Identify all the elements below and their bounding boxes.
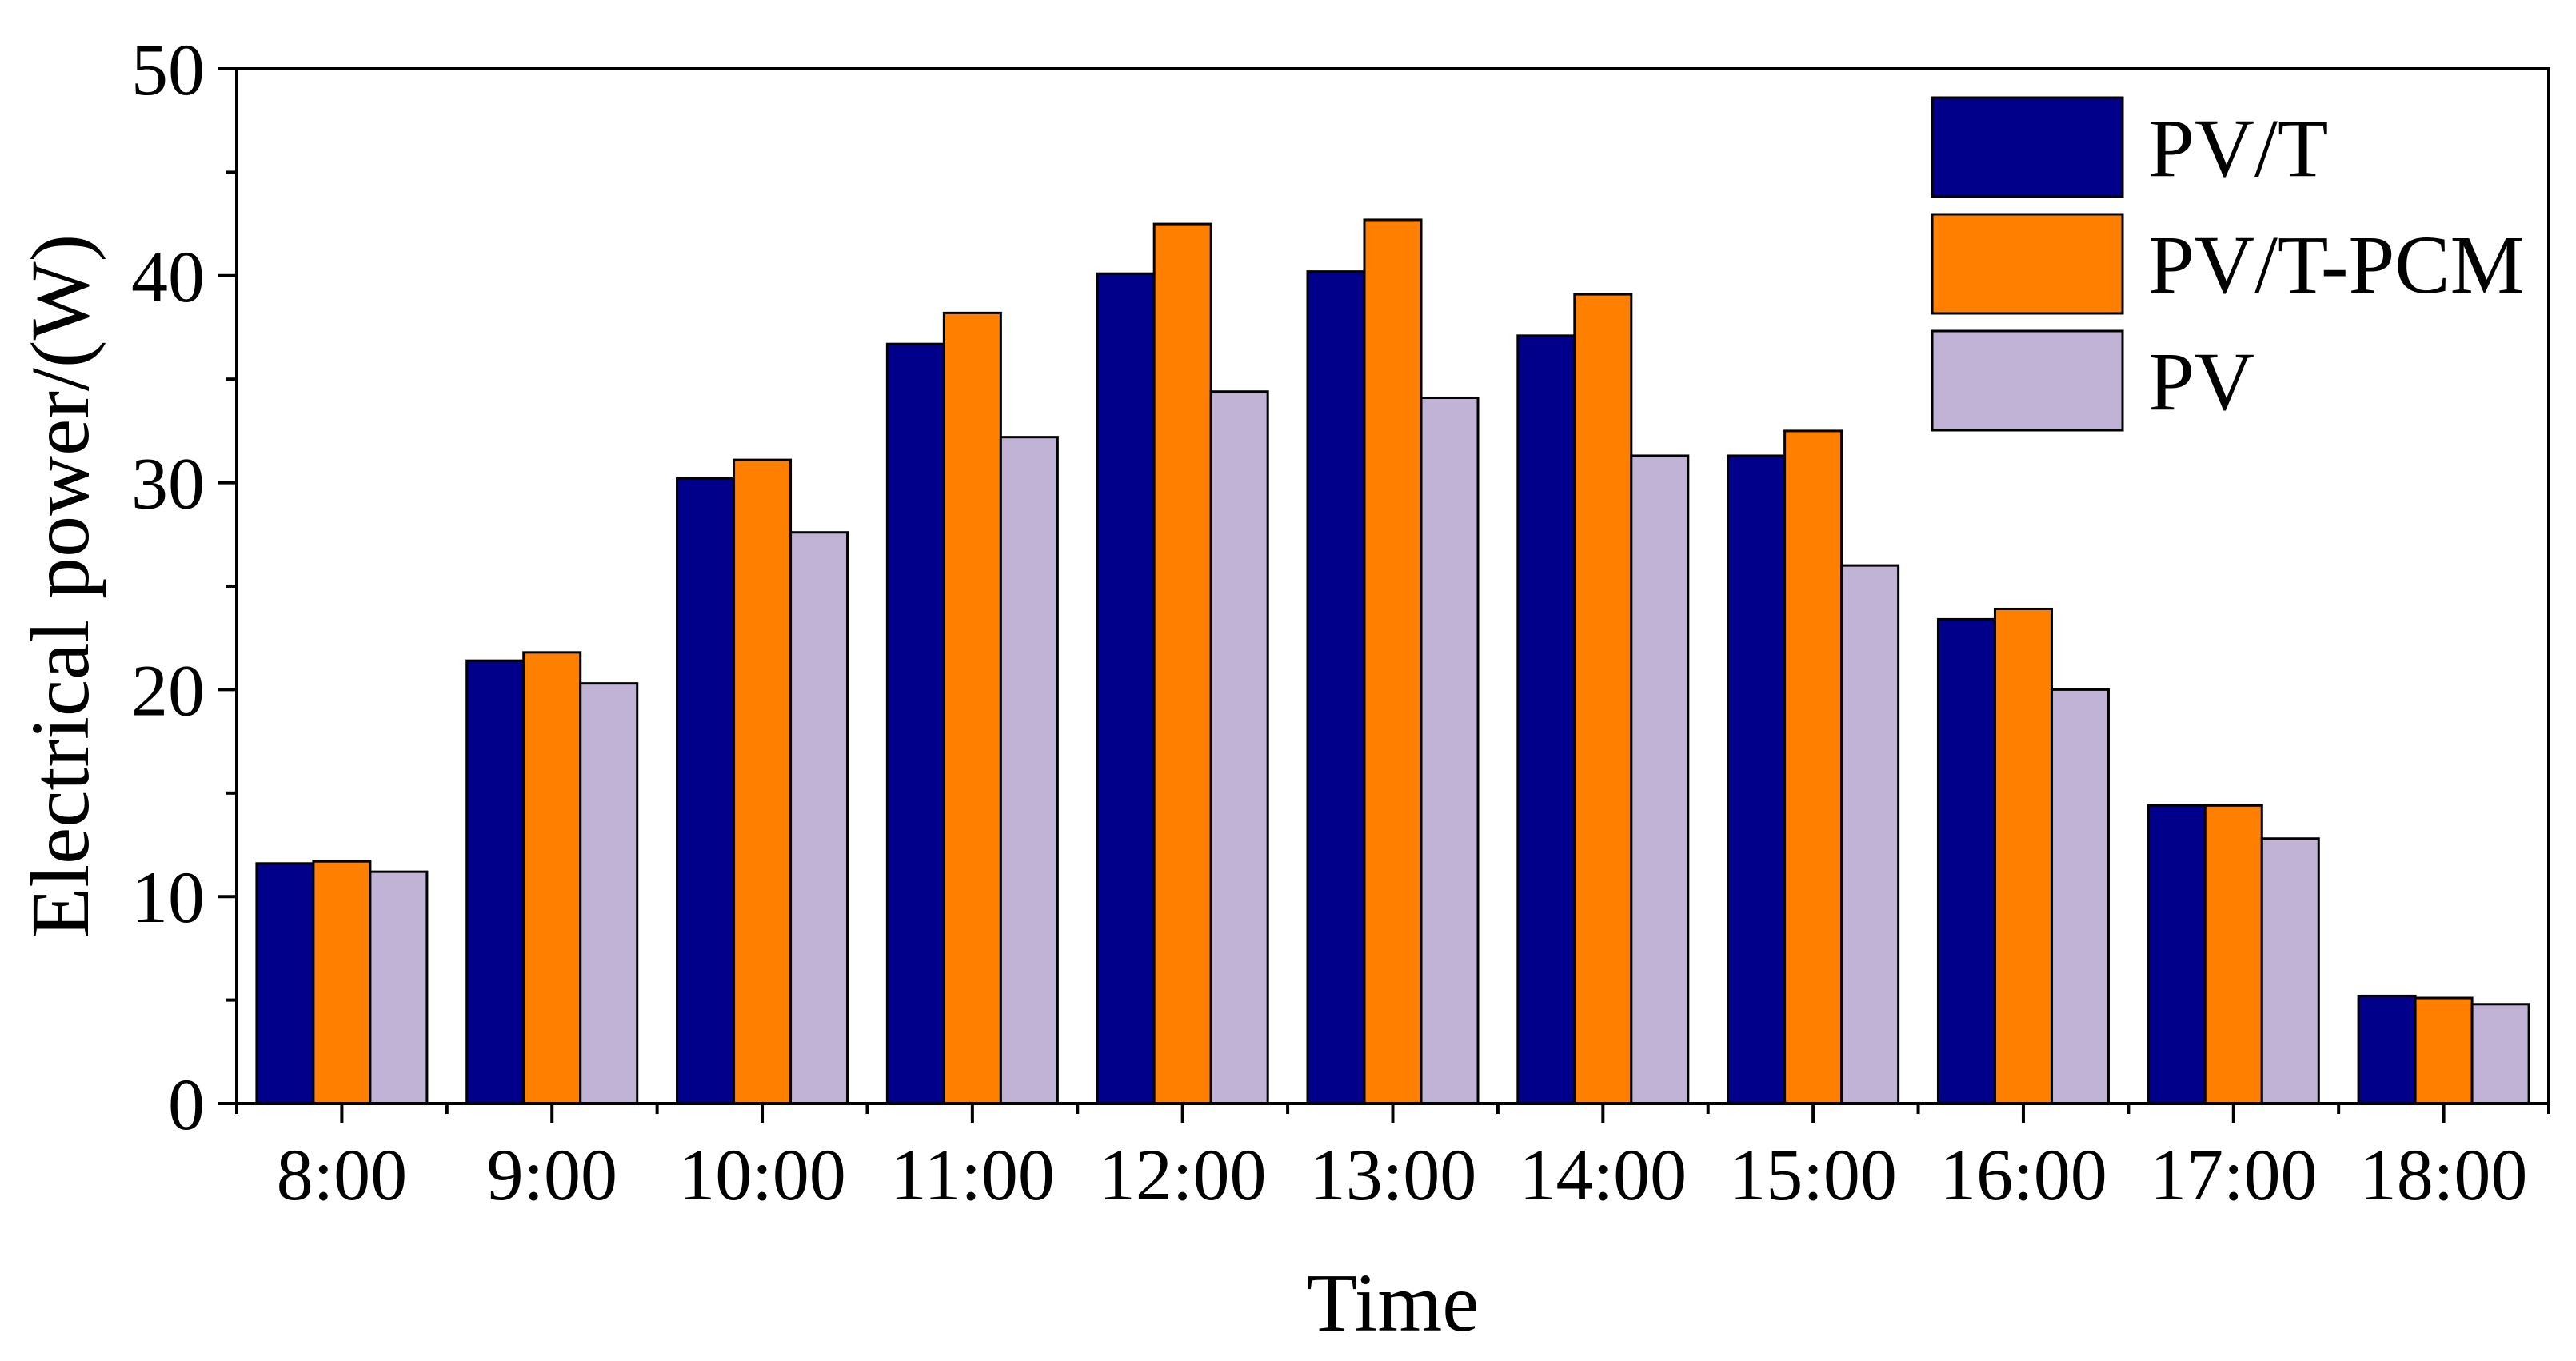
x-tick-label: 14:00 xyxy=(1520,1134,1687,1215)
bar-pv-t-pcm-1800 xyxy=(2414,996,2474,1105)
bar-pv-900 xyxy=(579,682,639,1105)
y-tick-label: 50 xyxy=(131,29,205,110)
bar-pv-t-1600 xyxy=(1936,617,1996,1105)
x-tick-label: 9:00 xyxy=(486,1134,617,1215)
y-tick-label: 30 xyxy=(131,443,205,525)
bar-pv-t-1200 xyxy=(1096,272,1156,1105)
bar-pv-t-1300 xyxy=(1306,270,1366,1105)
legend-swatch-pv xyxy=(1931,329,2124,432)
bar-pv-1100 xyxy=(999,436,1059,1105)
bar-pv-1500 xyxy=(1840,564,1900,1105)
bar-pv-t-1700 xyxy=(2147,804,2207,1105)
y-axis-title: Electrical power/(W) xyxy=(14,234,106,939)
bar-pv-t-pcm-1500 xyxy=(1783,429,1843,1105)
x-tick-label: 17:00 xyxy=(2150,1134,2318,1215)
bar-pv-800 xyxy=(369,870,429,1105)
x-axis-title: Time xyxy=(1307,1257,1480,1349)
x-tick-label: 8:00 xyxy=(277,1134,408,1215)
bar-pv-t-pcm-1000 xyxy=(733,458,793,1105)
legend: PV/T PV/T-PCM PV xyxy=(1931,96,2524,432)
bar-pv-1000 xyxy=(789,531,849,1105)
legend-label: PV xyxy=(2148,336,2254,428)
bars-layer xyxy=(255,218,2530,1105)
bar-pv-1700 xyxy=(2260,837,2320,1105)
legend-swatch-pv-t xyxy=(1931,96,2124,198)
legend-label: PV/T-PCM xyxy=(2148,219,2524,311)
bar-pv-t-1100 xyxy=(885,342,945,1105)
x-tick-label: 18:00 xyxy=(2360,1134,2528,1215)
bar-pv-t-800 xyxy=(255,862,315,1105)
bar-pv-t-1500 xyxy=(1727,454,1787,1105)
bar-pv-t-1000 xyxy=(676,477,736,1105)
y-tick-label: 20 xyxy=(131,649,205,731)
bar-pv-1300 xyxy=(1420,396,1480,1105)
bar-pv-t-pcm-800 xyxy=(312,860,372,1105)
bar-pv-t-pcm-1300 xyxy=(1363,218,1423,1105)
bar-pv-t-pcm-1200 xyxy=(1152,222,1212,1105)
x-tick-label: 13:00 xyxy=(1309,1134,1477,1215)
y-tick-label: 10 xyxy=(131,856,205,938)
bar-pv-1400 xyxy=(1630,454,1690,1105)
bar-pv-t-900 xyxy=(465,659,525,1105)
bar-pv-t-pcm-900 xyxy=(522,651,582,1105)
bar-pv-t-pcm-1600 xyxy=(1993,607,2053,1105)
x-tick-label: 12:00 xyxy=(1099,1134,1267,1215)
labels-layer: 0 10 20 30 40 50 8:00 9:00 10:00 11:00 12:00 13:00 1… xyxy=(14,29,2527,1349)
bar-pv-t-1400 xyxy=(1516,334,1576,1105)
bar-pv-t-pcm-1400 xyxy=(1573,293,1633,1105)
bar-pv-1800 xyxy=(2470,1003,2530,1105)
x-tick-label: 16:00 xyxy=(1939,1134,2107,1215)
bar-pv-t-pcm-1700 xyxy=(2203,804,2263,1105)
legend-label: PV/T xyxy=(2148,102,2328,194)
bar-pv-1200 xyxy=(1209,390,1269,1105)
y-tick-label: 40 xyxy=(131,236,205,317)
y-tick-label: 0 xyxy=(168,1064,205,1145)
bar-pv-1600 xyxy=(2050,688,2110,1105)
x-tick-label: 11:00 xyxy=(890,1134,1055,1215)
x-tick-label: 10:00 xyxy=(678,1134,846,1215)
legend-swatch-pv-t-pcm xyxy=(1931,213,2124,315)
bar-pv-t-1800 xyxy=(2357,994,2417,1105)
x-tick-label: 15:00 xyxy=(1729,1134,1897,1215)
axes-layer xyxy=(218,67,2550,1123)
bar-pv-t-pcm-1100 xyxy=(942,311,1002,1105)
